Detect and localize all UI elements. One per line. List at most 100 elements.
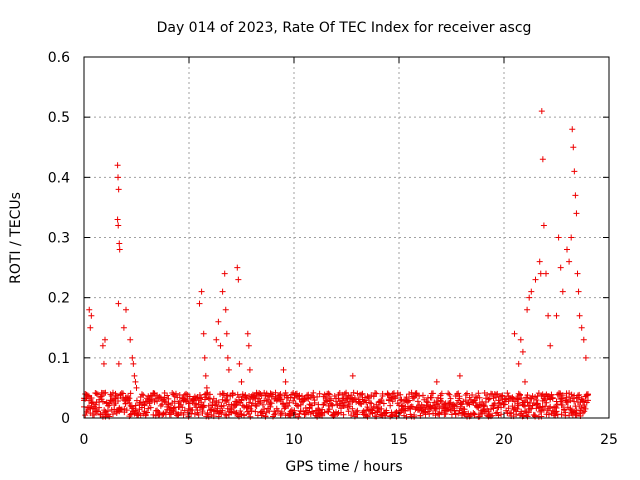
data-point (539, 156, 546, 163)
y-tick-label: 0.5 (48, 110, 70, 126)
data-point (238, 396, 245, 403)
data-point (222, 306, 229, 313)
data-point (456, 372, 463, 379)
data-point (290, 397, 297, 404)
data-point (557, 264, 564, 271)
data-point (272, 389, 279, 396)
y-tick-label: 0.6 (48, 50, 70, 66)
data-point (215, 318, 222, 325)
data-point (120, 324, 127, 331)
data-point (245, 342, 252, 349)
data-point (91, 405, 98, 412)
data-point (156, 393, 163, 400)
data-point (358, 391, 365, 398)
data-point (522, 378, 528, 385)
data-point (390, 394, 397, 401)
data-point (408, 389, 415, 396)
data-point (194, 407, 201, 414)
data-point (329, 401, 336, 408)
data-point (267, 403, 274, 410)
data-point (339, 391, 346, 398)
data-point (470, 398, 477, 405)
data-point (154, 398, 161, 405)
data-point (524, 392, 531, 399)
data-point (542, 403, 549, 410)
data-point (290, 389, 297, 396)
data-point (295, 403, 302, 410)
data-point (99, 342, 106, 349)
data-point (569, 126, 576, 133)
data-point (568, 391, 575, 398)
data-point (138, 391, 145, 398)
data-point (132, 378, 139, 385)
data-point (440, 404, 447, 411)
data-point (183, 390, 190, 397)
data-point (321, 400, 328, 407)
data-point (232, 410, 239, 417)
data-point (430, 390, 437, 397)
data-point (169, 390, 176, 397)
data-point (234, 412, 241, 419)
data-point (184, 396, 191, 403)
data-point (378, 396, 385, 403)
data-point (259, 401, 266, 408)
data-point (261, 389, 268, 396)
data-point (579, 398, 586, 405)
data-point (523, 412, 530, 419)
data-point (520, 402, 527, 409)
data-point (511, 330, 518, 337)
data-point (86, 306, 93, 313)
data-point (282, 389, 289, 396)
data-point (380, 400, 387, 407)
data-point (84, 392, 91, 399)
data-point (321, 409, 328, 416)
data-point (549, 395, 556, 402)
data-point (325, 408, 332, 415)
data-point (96, 398, 103, 405)
data-point (378, 405, 385, 412)
data-point (282, 378, 289, 385)
data-point (210, 407, 217, 414)
data-point (130, 360, 137, 367)
data-point (438, 390, 445, 397)
data-point (213, 336, 220, 343)
data-point (88, 312, 95, 319)
data-point (326, 406, 333, 413)
data-point (413, 390, 420, 397)
data-point (518, 395, 525, 402)
data-point (322, 394, 329, 401)
data-point (490, 395, 497, 402)
data-point (251, 394, 258, 401)
data-point (536, 258, 543, 265)
data-point (334, 401, 341, 408)
data-point (234, 264, 241, 271)
data-point (547, 403, 554, 410)
data-point (118, 406, 125, 413)
data-point (144, 409, 150, 416)
data-point (266, 401, 273, 408)
data-point (571, 408, 578, 415)
data-point (438, 398, 445, 405)
data-point (368, 400, 375, 407)
data-point (479, 407, 486, 414)
data-point (219, 407, 226, 414)
data-point (278, 410, 285, 417)
data-point (115, 186, 122, 193)
y-tick-label: 0.1 (48, 351, 70, 367)
data-point (345, 408, 352, 415)
x-axis-label: GPS time / hours (285, 459, 402, 475)
data-point (281, 405, 288, 412)
data-point (329, 412, 336, 419)
data-point (225, 366, 232, 373)
data-point (277, 391, 284, 398)
data-point (236, 360, 243, 367)
data-point (229, 389, 236, 396)
data-point (369, 410, 376, 417)
data-point (202, 372, 209, 379)
data-point (326, 391, 333, 398)
data-point (133, 384, 140, 391)
data-point (92, 390, 99, 397)
data-point (344, 404, 351, 411)
data-point (334, 411, 341, 418)
